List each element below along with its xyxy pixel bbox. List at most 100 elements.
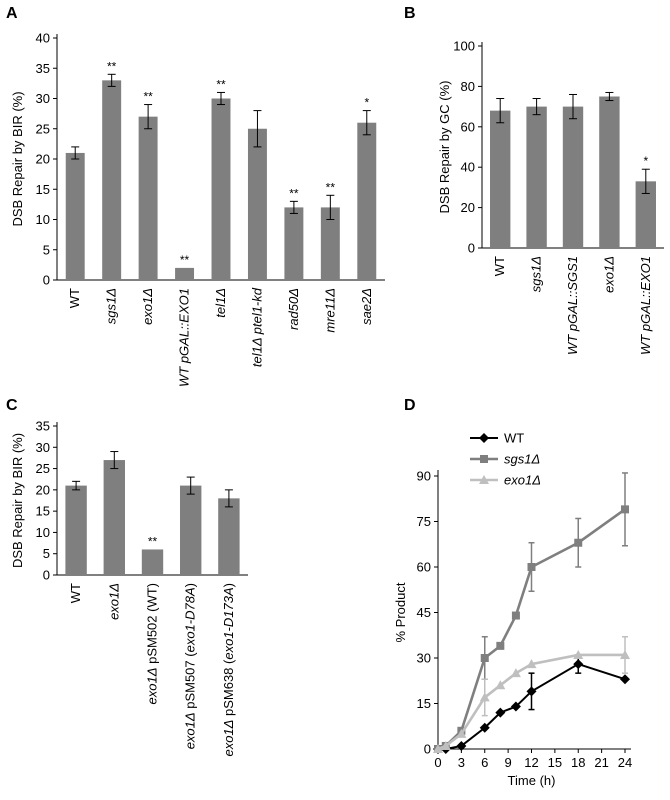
bar (103, 460, 125, 575)
data-point-triangle (620, 649, 630, 659)
legend-label: exo1Δ (504, 473, 541, 488)
chart-panel-a: 0 5 10 15 20 25 30 35 40 DSB Repair by BIR (%) WT *… (10, 31, 385, 387)
data-point-square (511, 611, 520, 620)
category-label-part: rad50Δ (286, 288, 301, 330)
panel-label-c: C (6, 397, 18, 414)
category-label-part: exo1-D78A (183, 587, 198, 652)
y-tick-label: 60 (461, 119, 475, 134)
series-1 (434, 472, 629, 753)
data-point-triangle (440, 740, 451, 750)
significance-mark: ** (216, 77, 226, 91)
x-axis-title: Time (h) (508, 773, 556, 788)
y-tick-label: 5 (43, 546, 50, 561)
data-point-diamond (479, 722, 490, 733)
bar (65, 485, 87, 575)
x-tick-label: 6 (481, 755, 488, 770)
category-label-part: pSM638 ( (221, 659, 236, 720)
y-axis-title: % Product (393, 582, 408, 642)
data-point-square (480, 654, 489, 662)
y-tick-label: 80 (461, 79, 475, 94)
category-label: exo1Δ pSM502 (WT) (145, 583, 160, 704)
x-tick-label: 0 (434, 755, 441, 770)
bar (635, 181, 656, 248)
y-tick-label: 25 (36, 461, 50, 476)
bar (175, 267, 195, 280)
category-label-part: WT (67, 288, 82, 308)
significance-mark: * (643, 154, 648, 168)
y-tick-label: 10 (36, 212, 50, 227)
bar (599, 96, 620, 248)
y-tick-label: 40 (36, 31, 50, 46)
bar (320, 207, 340, 280)
y-tick-label: 45 (417, 605, 431, 620)
category-label: WT pGAL::SGS1 (565, 256, 580, 355)
y-tick-label: 0 (424, 742, 431, 757)
data-point-diamond (456, 740, 467, 751)
y-tick-label: 35 (36, 61, 50, 76)
data-point-triangle (510, 668, 521, 678)
y-axis-title: DSB Repair by GC (%) (437, 81, 452, 214)
category-label: exo1Δ pSM638 (exo1-D173A) (221, 583, 236, 757)
category-label: sgs1Δ (529, 256, 544, 292)
y-tick-label: 0 (43, 273, 50, 288)
y-tick-label: 25 (36, 121, 50, 136)
category-label: exo1Δ (140, 288, 155, 325)
panel-label-a: A (6, 5, 18, 22)
data-point-diamond (479, 433, 489, 443)
y-tick-label: 20 (461, 200, 475, 215)
y-tick-label: 60 (417, 560, 431, 575)
data-point-diamond (495, 707, 506, 718)
bar (102, 80, 122, 280)
category-label-part: tel1Δ (213, 288, 228, 318)
data-point-triangle (495, 680, 506, 690)
category-label-part: mre11Δ (322, 288, 337, 333)
x-tick-label: 21 (594, 755, 608, 770)
chart-panel-d: 0 15 30 45 60 75 90 0 3 6 9 12 15 18 21 24 Time (h) % Pro… (393, 431, 632, 789)
data-point-square (496, 641, 505, 650)
bar (526, 106, 547, 248)
chart-panel-b: 0 20 40 60 80 100 DSB Repair by GC (%) WT sgs1Δ W… (437, 39, 664, 355)
data-point-diamond (526, 686, 537, 697)
significance-mark: ** (180, 253, 190, 267)
significance-mark: ** (107, 59, 117, 73)
y-tick-label: 30 (417, 651, 431, 666)
data-point-diamond (620, 674, 630, 685)
legend-label: sgs1Δ (504, 452, 540, 467)
data-point-square (480, 455, 488, 463)
data-point-triangle (573, 649, 584, 659)
y-tick-label: 90 (417, 469, 431, 484)
data-point-diamond (573, 659, 584, 670)
bar (211, 98, 231, 280)
x-tick-label: 3 (458, 755, 465, 770)
bar (247, 128, 267, 280)
series-2 (433, 636, 630, 753)
y-tick-label: 100 (453, 39, 475, 54)
y-axis-title: DSB Repair by BIR (%) (10, 91, 25, 226)
category-label: sgs1Δ (104, 288, 119, 324)
category-label-part: exo1Δ (221, 720, 236, 757)
y-tick-label: 0 (43, 568, 50, 583)
category-label-part: pSM507 ( (183, 652, 198, 713)
x-tick-label: 9 (505, 755, 512, 770)
category-label: tel1Δ ptel1-kd (249, 287, 264, 367)
category-label-part: exo1-D173A (221, 587, 236, 659)
category-label-part: sae2Δ (359, 288, 374, 325)
category-label-part: ) (183, 583, 198, 587)
x-tick-label: 15 (548, 755, 562, 770)
category-label-part: exo1Δ (183, 712, 198, 749)
category-label-part: WT (492, 256, 507, 276)
panel-label-b: B (404, 5, 416, 22)
category-label-part: ) (221, 583, 236, 587)
y-tick-label: 75 (417, 514, 431, 529)
category-label-part: exo1Δ (106, 583, 121, 620)
data-point-triangle (479, 475, 489, 484)
category-label-part: exo1Δ (601, 256, 616, 293)
category-label-part: sgs1Δ (529, 256, 544, 292)
data-point-triangle (526, 659, 537, 669)
y-tick-label: 0 (468, 241, 475, 256)
category-label: sae2Δ (359, 288, 374, 325)
category-label: exo1Δ pSM507 (exo1-D78A) (183, 583, 198, 749)
category-label: WT (68, 583, 83, 603)
x-tick-label: 18 (571, 755, 585, 770)
category-label-part: exo1Δ (140, 288, 155, 325)
